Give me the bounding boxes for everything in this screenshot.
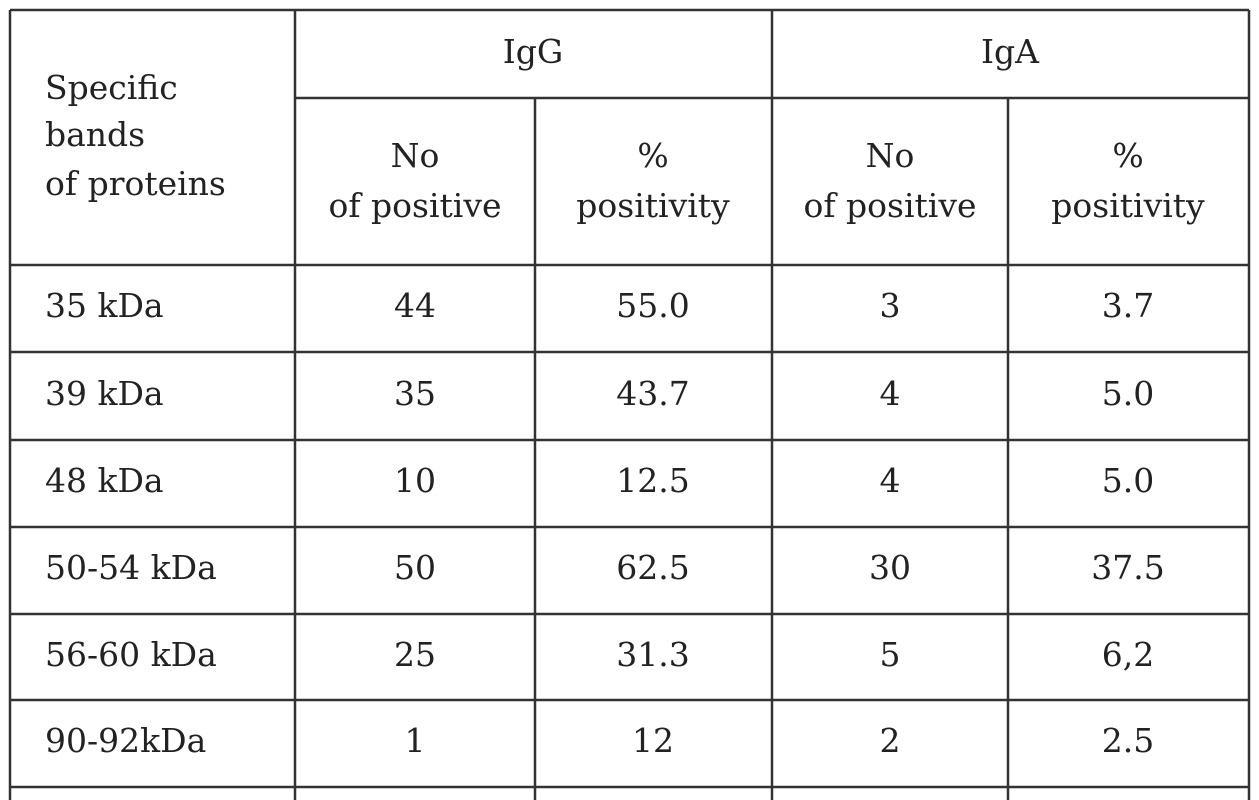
column-header: positivity — [1051, 186, 1205, 225]
cell: 3 — [880, 286, 901, 325]
group-header: IgA — [981, 32, 1040, 71]
cell: 55.0 — [616, 286, 689, 325]
table-borders — [8, 8, 1251, 800]
cell: 12.5 — [616, 461, 689, 500]
cell: 25 — [394, 635, 436, 674]
cell: 4 — [880, 461, 901, 500]
cell: 5 — [880, 635, 901, 674]
cell: 44 — [394, 286, 436, 325]
column-header: positivity — [576, 186, 730, 225]
cell: 31.3 — [616, 635, 689, 674]
column-header: % — [1112, 136, 1143, 175]
cell: 30 — [869, 548, 911, 587]
cell: 2.5 — [1102, 721, 1154, 760]
cell: 6,2 — [1102, 635, 1154, 674]
cell: 43.7 — [616, 374, 689, 413]
cell: 5.0 — [1102, 374, 1154, 413]
cell: 10 — [394, 461, 436, 500]
column-header: of positive — [328, 186, 501, 225]
row-label: 35 kDa — [45, 286, 164, 325]
row-label: 56-60 kDa — [45, 635, 217, 674]
row-label: 39 kDa — [45, 374, 164, 413]
cell: 62.5 — [616, 548, 689, 587]
cell: 37.5 — [1091, 548, 1164, 587]
cell: 50 — [394, 548, 436, 587]
cell: 5.0 — [1102, 461, 1154, 500]
row-label: 50-54 kDa — [45, 548, 217, 587]
cell: 35 — [394, 374, 436, 413]
column-header: No — [866, 136, 915, 175]
corner-header: bands — [45, 115, 145, 154]
cell: 2 — [880, 721, 901, 760]
column-header: of positive — [803, 186, 976, 225]
group-header: IgG — [503, 32, 564, 71]
column-header: No — [391, 136, 440, 175]
row-label: 48 kDa — [45, 461, 164, 500]
column-header: % — [637, 136, 668, 175]
cell: 4 — [880, 374, 901, 413]
cell: 12 — [632, 721, 674, 760]
row-label: 90-92kDa — [45, 721, 206, 760]
cell: 3.7 — [1102, 286, 1154, 325]
cell: 1 — [405, 721, 426, 760]
corner-header: Specific — [45, 68, 178, 107]
corner-header: of proteins — [45, 164, 226, 203]
